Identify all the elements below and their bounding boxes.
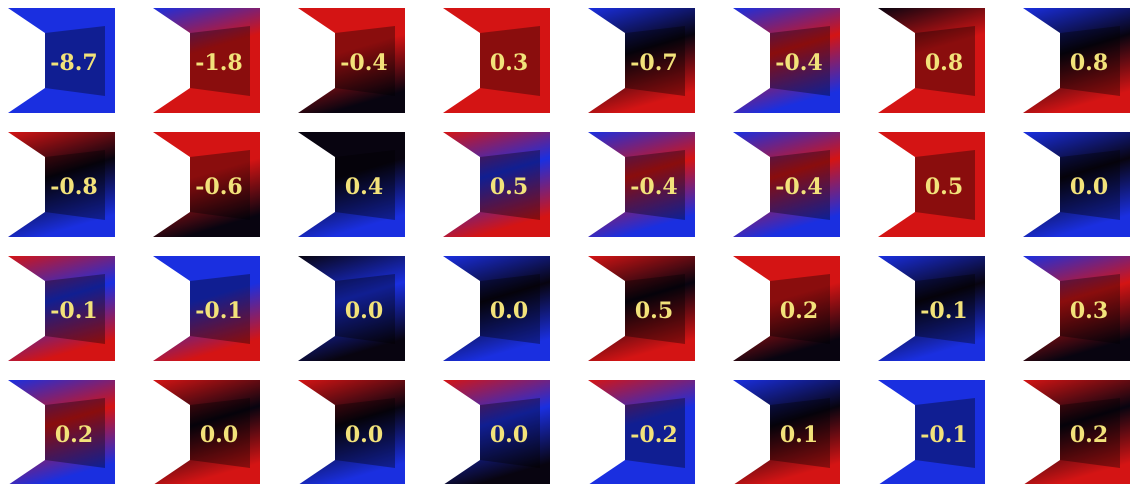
- tile-label: 0.2: [780, 298, 818, 324]
- tile-label: -0.1: [50, 298, 97, 324]
- tile-label: -0.4: [340, 50, 387, 76]
- tile-label: 0.8: [1070, 50, 1108, 76]
- tile-label: -1.8: [195, 50, 242, 76]
- tile-label: 0.0: [490, 422, 528, 448]
- tile-label: 0.0: [200, 422, 238, 448]
- tile-label: -0.8: [50, 174, 97, 200]
- tile-label: 0.5: [635, 298, 673, 324]
- tile-label: 0.0: [1070, 174, 1108, 200]
- tile-label: 0.0: [490, 298, 528, 324]
- tile-label: 0.4: [345, 174, 383, 200]
- tile-label: -0.2: [630, 422, 677, 448]
- tile-label: 0.5: [490, 174, 528, 200]
- tile-label: 0.8: [925, 50, 963, 76]
- tile-label: -0.1: [195, 298, 242, 324]
- tile-label: 0.2: [1070, 422, 1108, 448]
- tile-label: 0.0: [345, 298, 383, 324]
- tile-label: -0.1: [920, 298, 967, 324]
- tile-label: -0.4: [630, 174, 677, 200]
- page: -8.7 -1.8 -0.4 0.3 -0.7 -0.4 0.8 0.8 -0.8 -0.6 0.4…: [0, 0, 1135, 484]
- tile-label: 0.0: [345, 422, 383, 448]
- figure: -8.7 -1.8 -0.4 0.3 -0.7 -0.4 0.8 0.8 -0.8 -0.6 0.4…: [0, 0, 1135, 484]
- tile-label: 0.3: [490, 50, 528, 76]
- tile-label: -0.4: [775, 50, 822, 76]
- tile-label: 0.3: [1070, 298, 1108, 324]
- tile-label: -0.6: [195, 174, 242, 200]
- tile-label: 0.2: [55, 422, 93, 448]
- tile-label: 0.1: [780, 422, 818, 448]
- tile-label: -0.7: [630, 50, 677, 76]
- tile-label: 0.5: [925, 174, 963, 200]
- tile-label: -8.7: [50, 50, 97, 76]
- tile-label: -0.1: [920, 422, 967, 448]
- tile-label: -0.4: [775, 174, 822, 200]
